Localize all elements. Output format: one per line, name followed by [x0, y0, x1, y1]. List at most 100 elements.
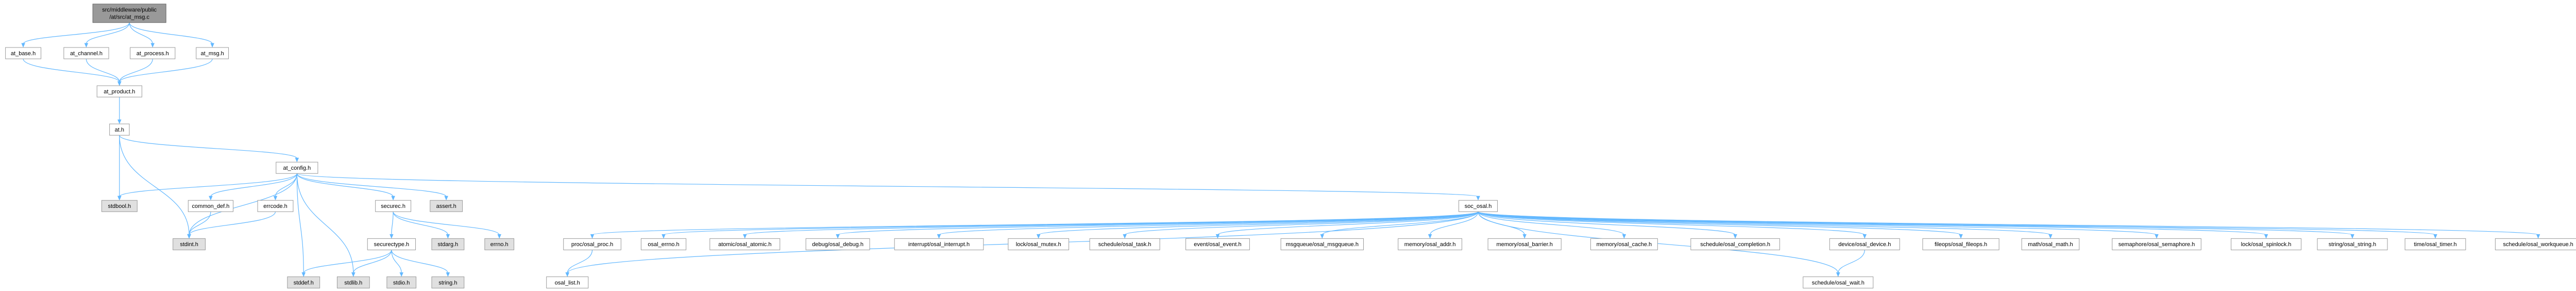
node-box [709, 238, 781, 250]
node[interactable]: memory/osal_cache.h [1590, 238, 1658, 250]
edge-arrow [117, 81, 122, 86]
node[interactable]: osal_list.h [546, 276, 589, 288]
edge-arrow [1862, 234, 1867, 239]
node[interactable]: msgqueue/osal_msgqueue.h [1280, 238, 1364, 250]
edge [296, 173, 394, 197]
node-box [546, 276, 589, 288]
node-label: /at/src/at_msg.c [109, 14, 149, 21]
edge [1838, 250, 1865, 273]
node-box [173, 238, 206, 250]
edge [210, 173, 297, 197]
edge [1478, 211, 2539, 235]
edge [1478, 211, 1961, 235]
node-label: at_msg.h [201, 51, 224, 57]
edge-arrow [1622, 234, 1626, 239]
node-box [805, 238, 870, 250]
edge [86, 58, 120, 83]
node[interactable]: at_config.h [276, 161, 318, 174]
node[interactable]: event/osal_event.h [1185, 238, 1250, 250]
node[interactable]: at_process.h [130, 47, 176, 59]
node-box [1398, 238, 1463, 250]
node-box [431, 276, 465, 288]
node[interactable]: semaphore/osal_semaphore.h [2112, 238, 2201, 250]
node[interactable]: memory/osal_addr.h [1398, 238, 1463, 250]
node-label: stdarg.h [438, 241, 459, 248]
node-label: fileops/osal_fileops.h [1935, 241, 1987, 248]
node[interactable]: device/osal_device.h [1829, 238, 1900, 250]
node[interactable]: osal_errno.h [640, 238, 687, 250]
node[interactable]: string/osal_string.h [2317, 238, 2388, 250]
node-label: at_process.h [137, 51, 169, 57]
node[interactable]: time/osal_timer.h [2404, 238, 2466, 250]
edge [938, 211, 1479, 235]
node[interactable]: schedule/osal_completion.h [1690, 238, 1780, 250]
edge-arrow [1428, 234, 1432, 239]
edge [189, 212, 276, 235]
node-label: securectype.h [374, 241, 409, 248]
node-box [367, 238, 416, 250]
node[interactable]: atomic/osal_atomic.h [709, 238, 781, 250]
node[interactable]: securec.h [375, 200, 412, 212]
edge-arrow [21, 43, 25, 48]
edge-arrow [399, 272, 403, 277]
node[interactable]: at_product.h [96, 85, 142, 98]
node-label: atomic/osal_atomic.h [718, 241, 771, 248]
edge-arrow [210, 43, 214, 48]
node: stdio.h [386, 276, 417, 288]
node: assert.h [430, 200, 463, 212]
node-label: stdbool.h [108, 203, 131, 209]
node[interactable]: lock/osal_spinlock.h [2231, 238, 2302, 250]
edge-arrow [2433, 234, 2437, 239]
node: stdbool.h [101, 200, 138, 212]
edge [1478, 211, 2267, 235]
edge [129, 22, 153, 44]
node[interactable]: lock/osal_mutex.h [1008, 238, 1070, 250]
node-box [386, 276, 417, 288]
node[interactable]: common_def.h [188, 200, 234, 212]
node[interactable]: at_channel.h [63, 47, 109, 59]
edge-arrow [446, 234, 450, 239]
node[interactable]: soc_osal.h [1459, 200, 1498, 212]
edge-arrow [351, 272, 355, 277]
node[interactable]: memory/osal_barrier.h [1487, 238, 1562, 250]
edge [353, 250, 392, 273]
edge-arrow [84, 43, 89, 48]
edge [303, 250, 392, 273]
node[interactable]: errcode.h [257, 200, 294, 212]
node[interactable]: at_msg.h [196, 47, 229, 59]
node-box [63, 47, 109, 59]
node[interactable]: fileops/osal_fileops.h [1922, 238, 1999, 250]
node[interactable]: at.h [109, 123, 130, 136]
node-box [430, 200, 463, 212]
node-box [2021, 238, 2080, 250]
node[interactable]: debug/osal_debug.h [805, 238, 870, 250]
node[interactable]: schedule/osal_task.h [1089, 238, 1160, 250]
node-label: common_def.h [192, 203, 230, 209]
node-label: at_config.h [283, 165, 311, 171]
node[interactable]: at_base.h [5, 47, 42, 59]
node[interactable]: src/middleware/public/at/src/at_msg.c [92, 4, 166, 23]
edge-arrow [2264, 234, 2268, 239]
node-box [109, 123, 130, 136]
node-box [2404, 238, 2466, 250]
node[interactable]: schedule/osal_wait.h [1803, 276, 1874, 288]
edge [1478, 211, 1865, 235]
node-box [101, 200, 138, 212]
node-box [96, 85, 142, 98]
node[interactable]: securectype.h [367, 238, 416, 250]
node-label: device/osal_device.h [1838, 241, 1891, 248]
node[interactable]: proc/osal_proc.h [563, 238, 621, 250]
edge [391, 212, 394, 235]
node-label: event/osal_event.h [1194, 241, 1241, 248]
node-label: schedule/osal_task.h [1098, 241, 1151, 248]
node[interactable]: interrupt/osal_interrupt.h [894, 238, 984, 250]
edge-arrow [2155, 234, 2159, 239]
node[interactable]: math/osal_math.h [2021, 238, 2080, 250]
edge [391, 250, 448, 273]
node[interactable]: schedule/osal_workqueue.h [2495, 238, 2576, 250]
node-box [287, 276, 320, 288]
edge-arrow [565, 272, 569, 277]
node-box [5, 47, 42, 59]
node-label: schedule/osal_completion.h [1700, 241, 1770, 248]
